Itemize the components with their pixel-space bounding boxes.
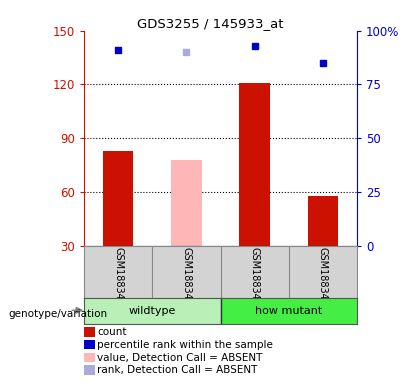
Text: rank, Detection Call = ABSENT: rank, Detection Call = ABSENT [97,365,258,375]
Text: genotype/variation: genotype/variation [8,309,108,319]
Bar [103,151,134,246]
Text: percentile rank within the sample: percentile rank within the sample [97,340,273,350]
Bar [84,298,220,324]
Text: how mutant: how mutant [255,306,323,316]
Bar [239,83,270,246]
Text: GSM188345: GSM188345 [249,247,260,306]
Text: count: count [97,327,127,337]
Text: wildtype: wildtype [129,306,176,316]
Bar [171,160,202,246]
Text: GSM188347: GSM188347 [318,247,328,306]
Bar [307,195,338,246]
Text: GSM188344: GSM188344 [113,247,123,306]
Text: value, Detection Call = ABSENT: value, Detection Call = ABSENT [97,353,263,362]
Bar [220,298,357,324]
Text: GDS3255 / 145933_at: GDS3255 / 145933_at [137,17,283,30]
Text: GSM188346: GSM188346 [181,247,192,306]
